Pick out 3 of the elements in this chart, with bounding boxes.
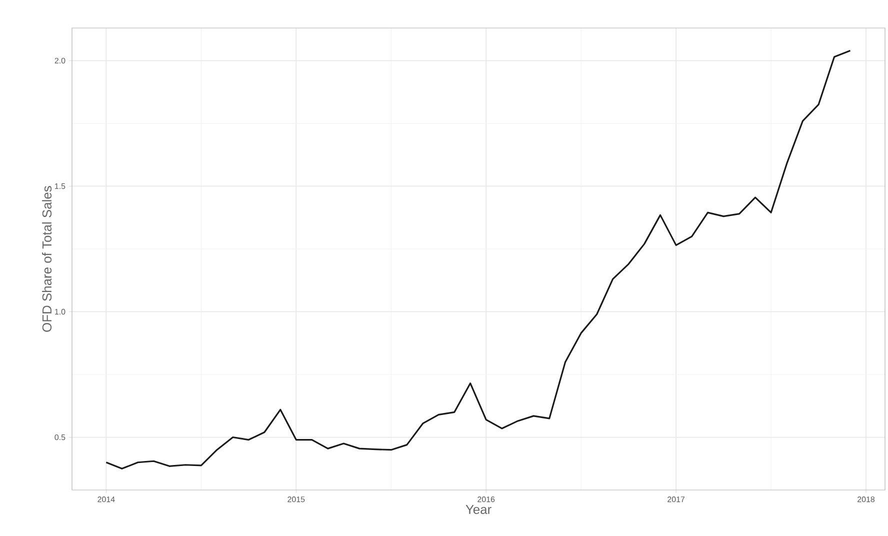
x-axis-title: Year [466,505,492,514]
y-axis-title: OFD Share of Total Sales [42,186,52,332]
line-series [105,50,852,470]
